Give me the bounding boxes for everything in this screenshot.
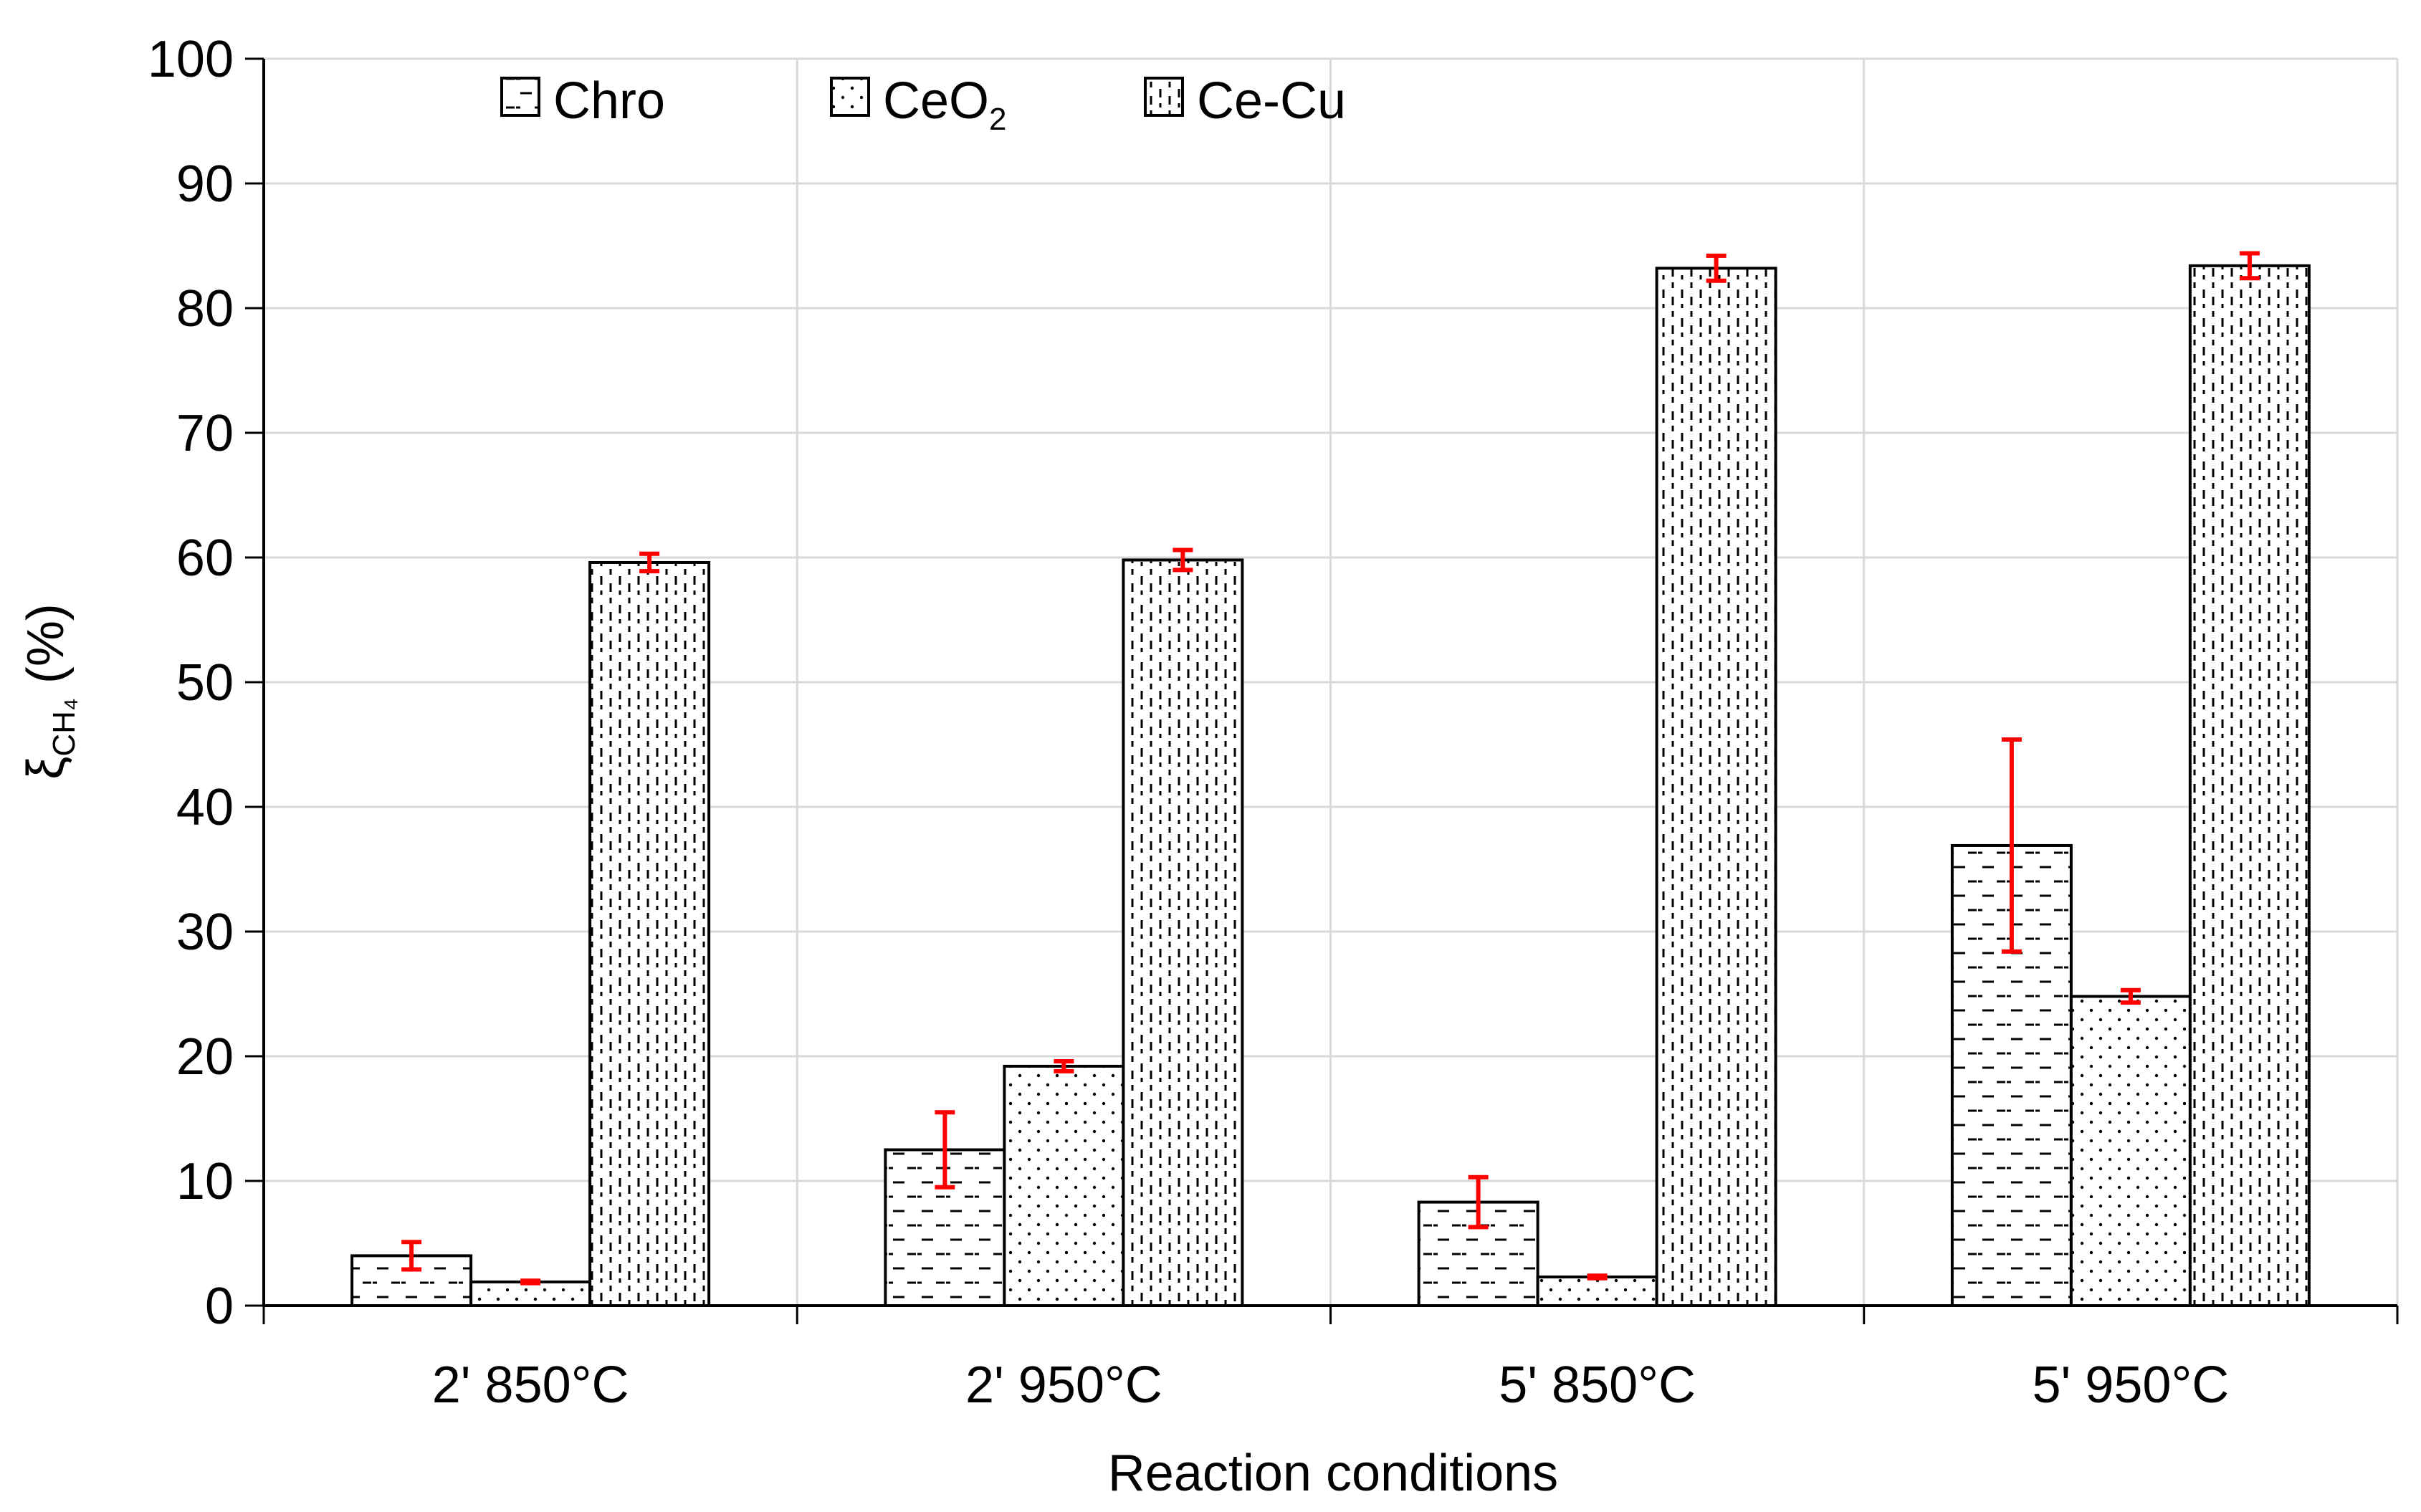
- y-tick-label: 60: [176, 530, 234, 587]
- y-tick-label: 30: [176, 904, 234, 961]
- error-bar-ceo2-0: [520, 1278, 541, 1286]
- y-axis-symbol: ξ: [17, 757, 75, 780]
- bar-chro-2: [1417, 1200, 1539, 1307]
- bar-ce-cu-0: [588, 560, 711, 1308]
- y-axis-unit: (%): [17, 603, 75, 698]
- bar-ce-cu-2: [1655, 267, 1777, 1308]
- legend-swatch-ceo2: [830, 77, 870, 117]
- y-tick-label: 80: [176, 280, 234, 338]
- x-tick-label: 5' 950°C: [2033, 1357, 2230, 1414]
- x-tick-label: 2' 950°C: [965, 1357, 1162, 1414]
- bars: [350, 264, 2311, 1308]
- error-bar-chro-1: [935, 1110, 955, 1190]
- error-bar-ceo2-3: [2120, 987, 2141, 1005]
- error-bar-ceo2-1: [1054, 1058, 1074, 1073]
- bar-ce-cu-1: [1122, 558, 1244, 1307]
- y-tick-label: 70: [176, 405, 234, 462]
- y-tick-label: 50: [176, 654, 234, 712]
- bar-ce-cu-3: [2188, 264, 2311, 1308]
- error-bar-ce-cu-0: [639, 551, 660, 574]
- x-tick-labels: 2' 850°C 2' 950°C 5' 850°C 5' 950°C: [432, 1357, 2229, 1414]
- error-bar-chro-2: [1468, 1174, 1489, 1230]
- y-tick-label: 100: [148, 31, 234, 88]
- error-bar-chro-3: [2001, 737, 2022, 954]
- axes: [245, 57, 2399, 1324]
- legend: Chro CeO2 Ce-Cu: [500, 72, 1346, 137]
- error-bars: [401, 251, 2260, 1286]
- bar-ceo2-1: [1003, 1064, 1125, 1308]
- legend-label-ceo2: CeO2: [883, 72, 1007, 137]
- error-bar-ce-cu-2: [1706, 253, 1727, 283]
- gridlines: [264, 57, 2399, 1306]
- x-tick-label: 2' 850°C: [432, 1357, 629, 1414]
- error-bar-ce-cu-1: [1173, 547, 1193, 573]
- bar-ceo2-2: [1536, 1275, 1658, 1307]
- legend-label-chro: Chro: [553, 72, 665, 130]
- legend-swatch-ce-cu: [1144, 77, 1184, 117]
- y-tick-label: 10: [176, 1153, 234, 1210]
- y-axis-subscript: CH₄: [47, 698, 82, 757]
- y-tick-label: 0: [205, 1278, 234, 1335]
- legend-label-ce-cu: Ce-Cu: [1197, 72, 1346, 130]
- y-tick-label: 20: [176, 1028, 234, 1086]
- x-axis-title: Reaction conditions: [1108, 1445, 1558, 1502]
- bar-ceo2-3: [2069, 995, 2192, 1307]
- y-tick-label: 90: [176, 155, 234, 213]
- legend-swatch-chro: [500, 77, 540, 117]
- y-tick-labels: 0 10 20 30 40 50 60 70 80 90 100: [148, 31, 234, 1335]
- error-bar-ce-cu-3: [2239, 251, 2260, 281]
- x-tick-label: 5' 850°C: [1499, 1357, 1696, 1414]
- error-bar-chro-0: [401, 1240, 422, 1272]
- y-tick-label: 40: [176, 779, 234, 836]
- error-bar-ceo2-2: [1587, 1273, 1608, 1281]
- y-axis-title: ξCH₄ (%): [17, 603, 82, 780]
- bar-ceo2-0: [469, 1280, 592, 1307]
